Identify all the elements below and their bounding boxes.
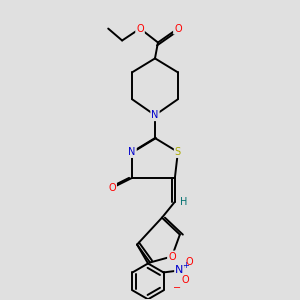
Text: O: O	[168, 251, 176, 262]
Text: O: O	[108, 183, 116, 193]
Text: N: N	[128, 147, 136, 157]
Text: O: O	[186, 257, 193, 268]
Text: O: O	[174, 24, 182, 34]
Text: S: S	[175, 147, 181, 157]
Text: N: N	[175, 266, 184, 275]
Text: O: O	[182, 275, 189, 285]
Text: −: −	[173, 284, 181, 293]
Text: O: O	[136, 24, 144, 34]
Text: +: +	[182, 261, 189, 270]
Text: N: N	[151, 110, 159, 120]
Text: H: H	[180, 197, 188, 207]
